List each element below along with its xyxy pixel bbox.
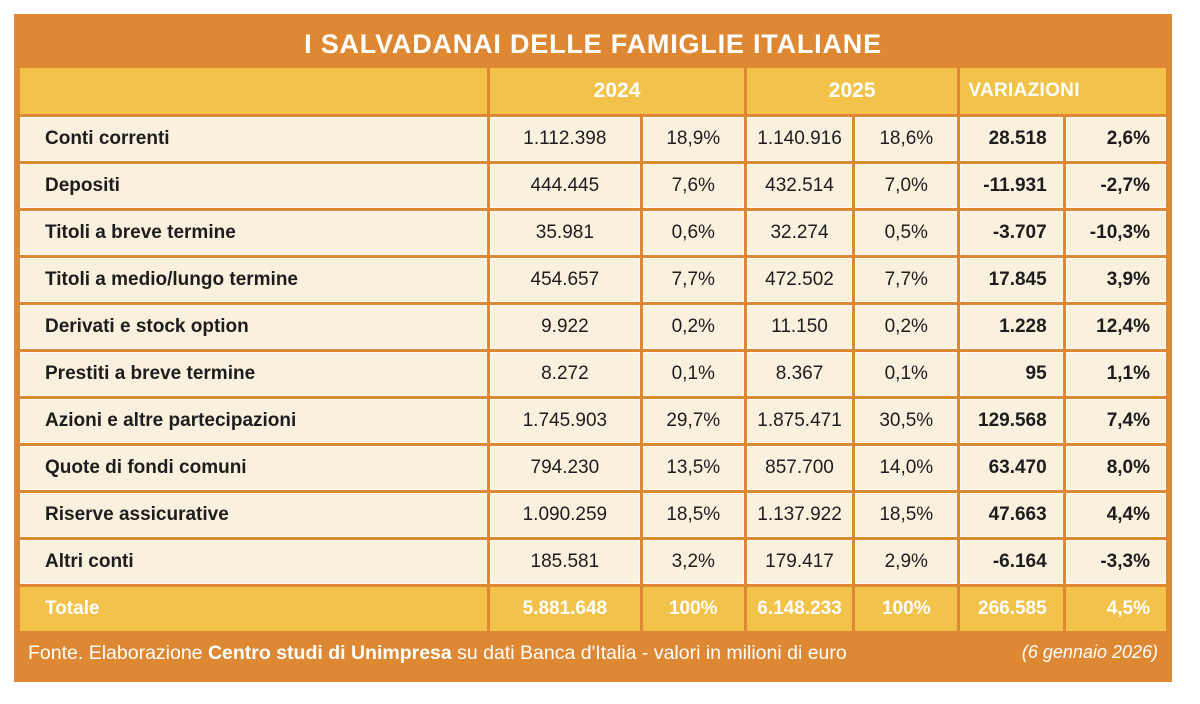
source-prefix: Fonte. Elaborazione — [28, 642, 208, 664]
row-label: Prestiti a breve termine — [20, 352, 488, 396]
variation-value: 47.663 — [960, 493, 1063, 537]
share-2025: 14,0% — [855, 446, 958, 490]
source-text: Fonte. Elaborazione Centro studi di Unim… — [28, 642, 847, 665]
variation-percent: 3,9% — [1065, 258, 1166, 302]
row-label: Titoli a medio/lungo termine — [20, 258, 488, 302]
value-2025: 857.700 — [746, 446, 853, 490]
variation-percent: -2,7% — [1065, 164, 1166, 208]
page-title: I SALVADANAI DELLE FAMIGLIE ITALIANE — [304, 28, 882, 59]
value-2025: 1.875.471 — [746, 399, 853, 443]
variation-percent: 12,4% — [1065, 305, 1166, 349]
share-2025: 18,6% — [855, 117, 958, 161]
variation-value: -11.931 — [960, 164, 1063, 208]
value-2024: 9.922 — [490, 305, 640, 349]
source-bar: Fonte. Elaborazione Centro studi di Unim… — [20, 631, 1166, 676]
share-2025: 2,9% — [855, 540, 958, 584]
total-variation-value: 266.585 — [960, 587, 1063, 631]
source-suffix: su dati Banca d'Italia - valori in milio… — [451, 642, 847, 664]
share-2024: 7,7% — [642, 258, 744, 302]
total-share-2024: 100% — [642, 587, 744, 631]
row-label: Riserve assicurative — [20, 493, 488, 537]
share-2025: 7,7% — [855, 258, 958, 302]
share-2025: 0,5% — [855, 211, 958, 255]
header-empty-cell — [20, 68, 488, 114]
variation-value: 17.845 — [960, 258, 1063, 302]
share-2025: 7,0% — [855, 164, 958, 208]
title-bar: I SALVADANAI DELLE FAMIGLIE ITALIANE — [20, 20, 1166, 68]
infographic-panel: I SALVADANAI DELLE FAMIGLIE ITALIANE 202… — [14, 14, 1172, 682]
share-2025: 0,1% — [855, 352, 958, 396]
share-2024: 0,6% — [642, 211, 744, 255]
row-label: Quote di fondi comuni — [20, 446, 488, 490]
value-2024: 1.090.259 — [490, 493, 640, 537]
share-2024: 7,6% — [642, 164, 744, 208]
variation-percent: 1,1% — [1065, 352, 1166, 396]
header-2025: 2025 — [746, 68, 958, 114]
share-2025: 18,5% — [855, 493, 958, 537]
total-value-2024: 5.881.648 — [490, 587, 640, 631]
source-org: Centro studi di Unimpresa — [207, 642, 452, 664]
variation-percent: -10,3% — [1065, 211, 1166, 255]
variation-value: 28.518 — [960, 117, 1063, 161]
variation-percent: 8,0% — [1065, 446, 1166, 490]
header-2024: 2024 — [490, 68, 744, 114]
value-2025: 472.502 — [746, 258, 853, 302]
value-2024: 8.272 — [490, 352, 640, 396]
variation-percent: 7,4% — [1065, 399, 1166, 443]
variation-percent: -3,3% — [1065, 540, 1166, 584]
value-2024: 35.981 — [490, 211, 640, 255]
row-label: Derivati e stock option — [20, 305, 488, 349]
total-variation-percent: 4,5% — [1065, 587, 1166, 631]
value-2025: 1.137.922 — [746, 493, 853, 537]
variation-value: -6.164 — [960, 540, 1063, 584]
variation-percent: 2,6% — [1065, 117, 1166, 161]
row-label: Titoli a breve termine — [20, 211, 488, 255]
variation-percent: 4,4% — [1065, 493, 1166, 537]
source-date: (6 gennaio 2026) — [1021, 642, 1158, 662]
variation-value: -3.707 — [960, 211, 1063, 255]
share-2024: 0,1% — [642, 352, 744, 396]
variation-value: 63.470 — [960, 446, 1063, 490]
share-2025: 0,2% — [855, 305, 958, 349]
row-label: Depositi — [20, 164, 488, 208]
row-label: Conti correnti — [20, 117, 488, 161]
share-2024: 3,2% — [642, 540, 744, 584]
value-2024: 185.581 — [490, 540, 640, 584]
value-2024: 444.445 — [490, 164, 640, 208]
value-2025: 32.274 — [746, 211, 853, 255]
share-2024: 29,7% — [642, 399, 744, 443]
value-2025: 8.367 — [746, 352, 853, 396]
share-2025: 30,5% — [855, 399, 958, 443]
variation-value: 1.228 — [960, 305, 1063, 349]
data-table: 2024 2025 VARIAZIONI Conti correnti 1.11… — [20, 68, 1166, 631]
value-2025: 179.417 — [746, 540, 853, 584]
value-2024: 454.657 — [490, 258, 640, 302]
row-label: Azioni e altre partecipazioni — [20, 399, 488, 443]
total-row-label: Totale — [20, 587, 488, 631]
share-2024: 0,2% — [642, 305, 744, 349]
total-value-2025: 6.148.233 — [746, 587, 853, 631]
share-2024: 18,5% — [642, 493, 744, 537]
share-2024: 13,5% — [642, 446, 744, 490]
value-2025: 1.140.916 — [746, 117, 853, 161]
header-variazioni: VARIAZIONI — [960, 68, 1166, 114]
row-label: Altri conti — [20, 540, 488, 584]
variation-value: 95 — [960, 352, 1063, 396]
value-2024: 1.112.398 — [490, 117, 640, 161]
variation-value: 129.568 — [960, 399, 1063, 443]
value-2025: 11.150 — [746, 305, 853, 349]
value-2024: 794.230 — [490, 446, 640, 490]
value-2024: 1.745.903 — [490, 399, 640, 443]
value-2025: 432.514 — [746, 164, 853, 208]
total-share-2025: 100% — [855, 587, 958, 631]
share-2024: 18,9% — [642, 117, 744, 161]
